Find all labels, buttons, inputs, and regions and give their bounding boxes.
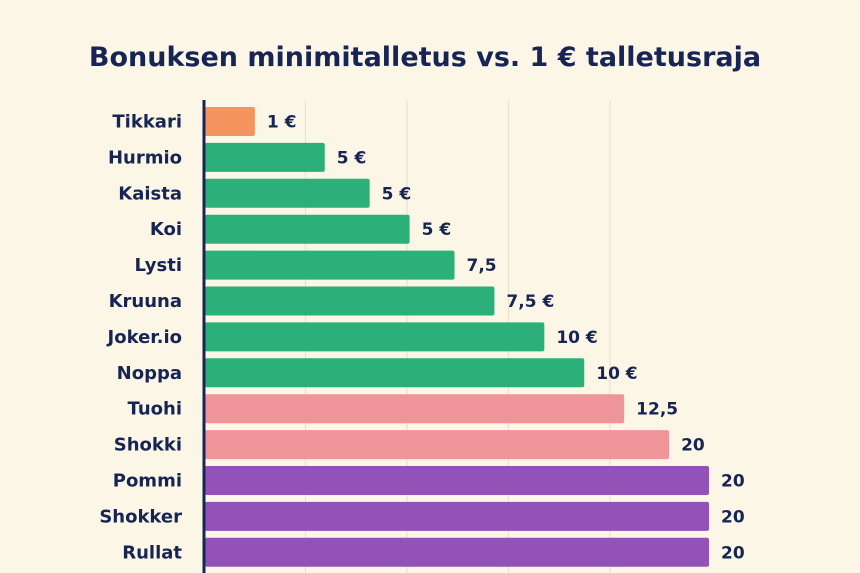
bars [205, 107, 709, 567]
data-label: 5 € [422, 220, 452, 240]
category-label: Lysti [135, 255, 182, 276]
data-label: 5 € [337, 148, 367, 168]
data-label: 12,5 [636, 400, 678, 420]
category-label: Kruuna [109, 291, 182, 312]
category-label: Shokker [99, 506, 182, 527]
bar [205, 394, 625, 424]
bar [205, 430, 670, 460]
category-label: Noppa [117, 363, 182, 384]
bar [205, 250, 455, 280]
category-label: Joker.io [106, 327, 182, 348]
category-label: Pommi [113, 471, 182, 492]
data-label: 20 [721, 472, 745, 492]
category-label: Kaista [118, 183, 182, 204]
chart-title: Bonuksen minimitalletus vs. 1 € talletus… [89, 42, 761, 73]
category-label: Tuohi [128, 399, 182, 420]
bar [205, 501, 709, 531]
bar [205, 214, 410, 244]
bar [205, 537, 709, 567]
category-label: Rullat [122, 542, 182, 563]
bar [205, 466, 709, 495]
category-label: Shokki [114, 435, 182, 456]
bar [205, 107, 255, 136]
data-label: 7,5 € [506, 292, 554, 312]
data-label: 7,5 [467, 256, 497, 276]
data-label: 20 [721, 507, 745, 527]
bar [205, 358, 585, 388]
category-label: Koi [150, 219, 182, 240]
data-label: 10 € [596, 364, 637, 384]
bar [205, 286, 495, 316]
data-label: 5 € [382, 184, 412, 204]
category-labels: Tikkari Hurmio Kaista Koi Lysti Kruuna Joker.i… [99, 112, 182, 564]
bar [205, 142, 325, 172]
data-label: 1 € [267, 113, 297, 133]
data-label: 20 [721, 543, 745, 563]
bar [205, 322, 545, 352]
category-label: Tikkari [112, 112, 182, 133]
category-label: Hurmio [108, 147, 182, 168]
data-label: 10 € [556, 328, 597, 348]
bar [205, 178, 370, 208]
data-label: 20 [681, 436, 705, 456]
